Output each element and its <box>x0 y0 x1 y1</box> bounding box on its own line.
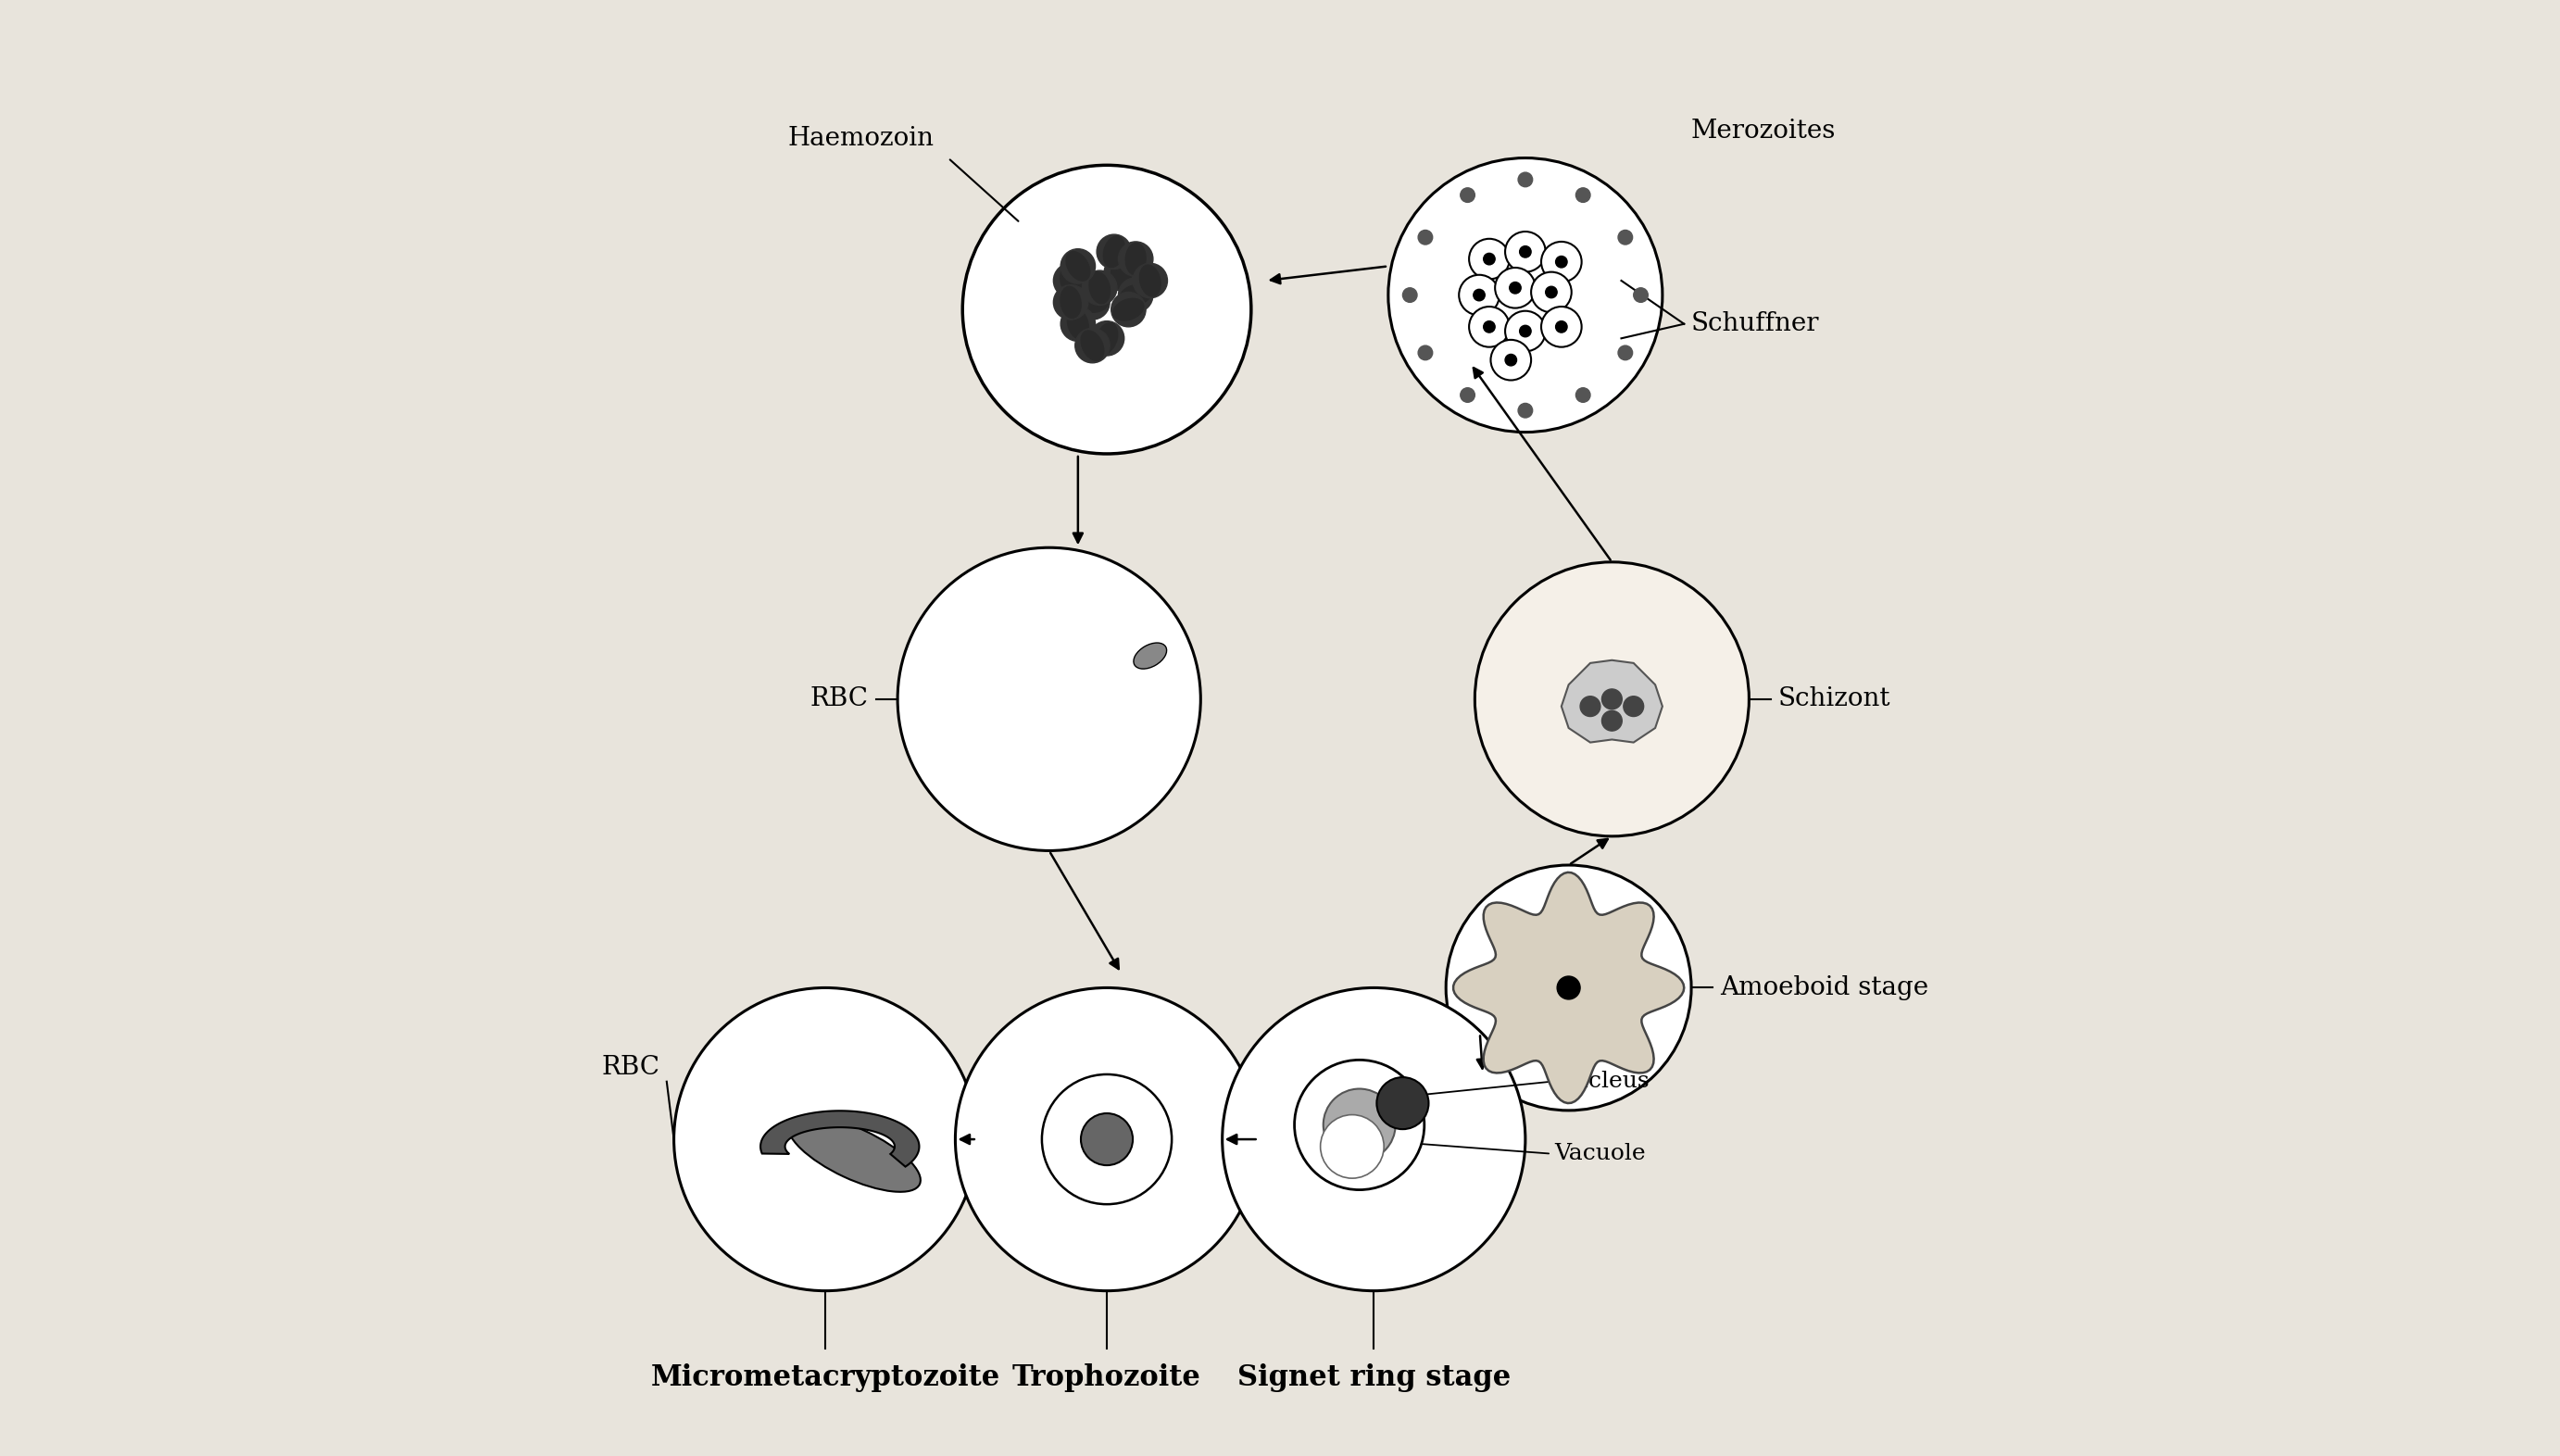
Circle shape <box>1603 689 1623 709</box>
Circle shape <box>1418 345 1434 360</box>
Text: Trophozoite: Trophozoite <box>1011 1363 1201 1392</box>
Circle shape <box>1623 696 1644 716</box>
Ellipse shape <box>1068 309 1088 339</box>
Circle shape <box>1618 230 1633 245</box>
Circle shape <box>1060 307 1096 341</box>
Circle shape <box>1495 268 1536 309</box>
Circle shape <box>1091 320 1124 355</box>
Ellipse shape <box>1078 293 1108 313</box>
Circle shape <box>1521 246 1531 258</box>
Circle shape <box>1618 345 1633 360</box>
Circle shape <box>1103 256 1139 291</box>
Polygon shape <box>1454 872 1684 1104</box>
Circle shape <box>1531 272 1572 313</box>
Ellipse shape <box>1088 272 1111 303</box>
Text: RBC: RBC <box>812 687 868 712</box>
Ellipse shape <box>1121 284 1152 306</box>
Circle shape <box>1541 307 1582 347</box>
Circle shape <box>1060 249 1096 284</box>
Circle shape <box>1080 1114 1134 1165</box>
Circle shape <box>1580 696 1600 716</box>
Circle shape <box>1490 339 1531 380</box>
Circle shape <box>1042 1075 1172 1204</box>
Polygon shape <box>1562 660 1661 743</box>
Circle shape <box>1083 271 1116 306</box>
Circle shape <box>1475 290 1485 301</box>
Ellipse shape <box>1134 644 1167 668</box>
Circle shape <box>1521 325 1531 336</box>
Ellipse shape <box>1080 331 1103 361</box>
Circle shape <box>1482 253 1495 265</box>
Circle shape <box>1052 285 1088 320</box>
Circle shape <box>1510 282 1521 294</box>
Circle shape <box>1546 287 1556 298</box>
Ellipse shape <box>1065 252 1091 281</box>
Circle shape <box>1459 275 1500 316</box>
Circle shape <box>1475 562 1748 836</box>
Text: Haemozoin: Haemozoin <box>788 125 934 151</box>
Circle shape <box>1482 320 1495 332</box>
Circle shape <box>1603 711 1623 731</box>
Circle shape <box>1324 1089 1395 1160</box>
Circle shape <box>1577 188 1590 202</box>
Ellipse shape <box>1139 265 1160 296</box>
Circle shape <box>1075 285 1108 320</box>
Circle shape <box>1119 278 1152 313</box>
Circle shape <box>673 987 978 1291</box>
Circle shape <box>1505 312 1546 351</box>
Circle shape <box>1577 387 1590 402</box>
Ellipse shape <box>1126 243 1147 275</box>
Polygon shape <box>760 1111 919 1166</box>
Circle shape <box>1418 230 1434 245</box>
Ellipse shape <box>1114 298 1144 320</box>
Circle shape <box>1518 172 1533 186</box>
Circle shape <box>1518 403 1533 418</box>
Circle shape <box>1377 1077 1428 1130</box>
Text: Amoeboid stage: Amoeboid stage <box>1720 976 1928 1000</box>
Text: Schuffner: Schuffner <box>1692 312 1820 336</box>
Circle shape <box>1469 239 1510 280</box>
Circle shape <box>1403 288 1418 303</box>
Ellipse shape <box>1060 287 1080 317</box>
Circle shape <box>1134 264 1167 298</box>
Circle shape <box>1295 1060 1423 1190</box>
Text: Schizont: Schizont <box>1777 687 1889 712</box>
Circle shape <box>1459 188 1475 202</box>
Circle shape <box>1052 264 1088 298</box>
Circle shape <box>1556 320 1567 332</box>
Text: Signet ring stage: Signet ring stage <box>1236 1363 1510 1392</box>
Circle shape <box>1505 354 1516 365</box>
Circle shape <box>1541 242 1582 282</box>
Circle shape <box>1459 387 1475 402</box>
Circle shape <box>1556 976 1580 999</box>
Circle shape <box>1633 288 1649 303</box>
Ellipse shape <box>1103 236 1124 268</box>
Text: Nucleus: Nucleus <box>1554 1072 1651 1092</box>
Circle shape <box>1556 256 1567 268</box>
Circle shape <box>1221 987 1526 1291</box>
Circle shape <box>955 987 1260 1291</box>
Circle shape <box>1111 293 1147 326</box>
Text: RBC: RBC <box>602 1054 660 1080</box>
Ellipse shape <box>1060 265 1080 297</box>
Circle shape <box>1075 328 1108 363</box>
Ellipse shape <box>788 1115 922 1192</box>
Text: Micrometacryptozoite: Micrometacryptozoite <box>650 1363 1001 1392</box>
Ellipse shape <box>1111 258 1132 290</box>
Circle shape <box>1119 242 1152 277</box>
Text: Vacuole: Vacuole <box>1554 1143 1646 1165</box>
Text: Merozoites: Merozoites <box>1692 118 1836 144</box>
Circle shape <box>1096 234 1132 269</box>
Ellipse shape <box>1096 323 1119 354</box>
Circle shape <box>1446 865 1692 1111</box>
Circle shape <box>899 547 1201 850</box>
Circle shape <box>1469 307 1510 347</box>
Circle shape <box>963 165 1252 454</box>
Circle shape <box>1505 232 1546 272</box>
Circle shape <box>1388 157 1661 432</box>
Circle shape <box>1321 1115 1385 1178</box>
